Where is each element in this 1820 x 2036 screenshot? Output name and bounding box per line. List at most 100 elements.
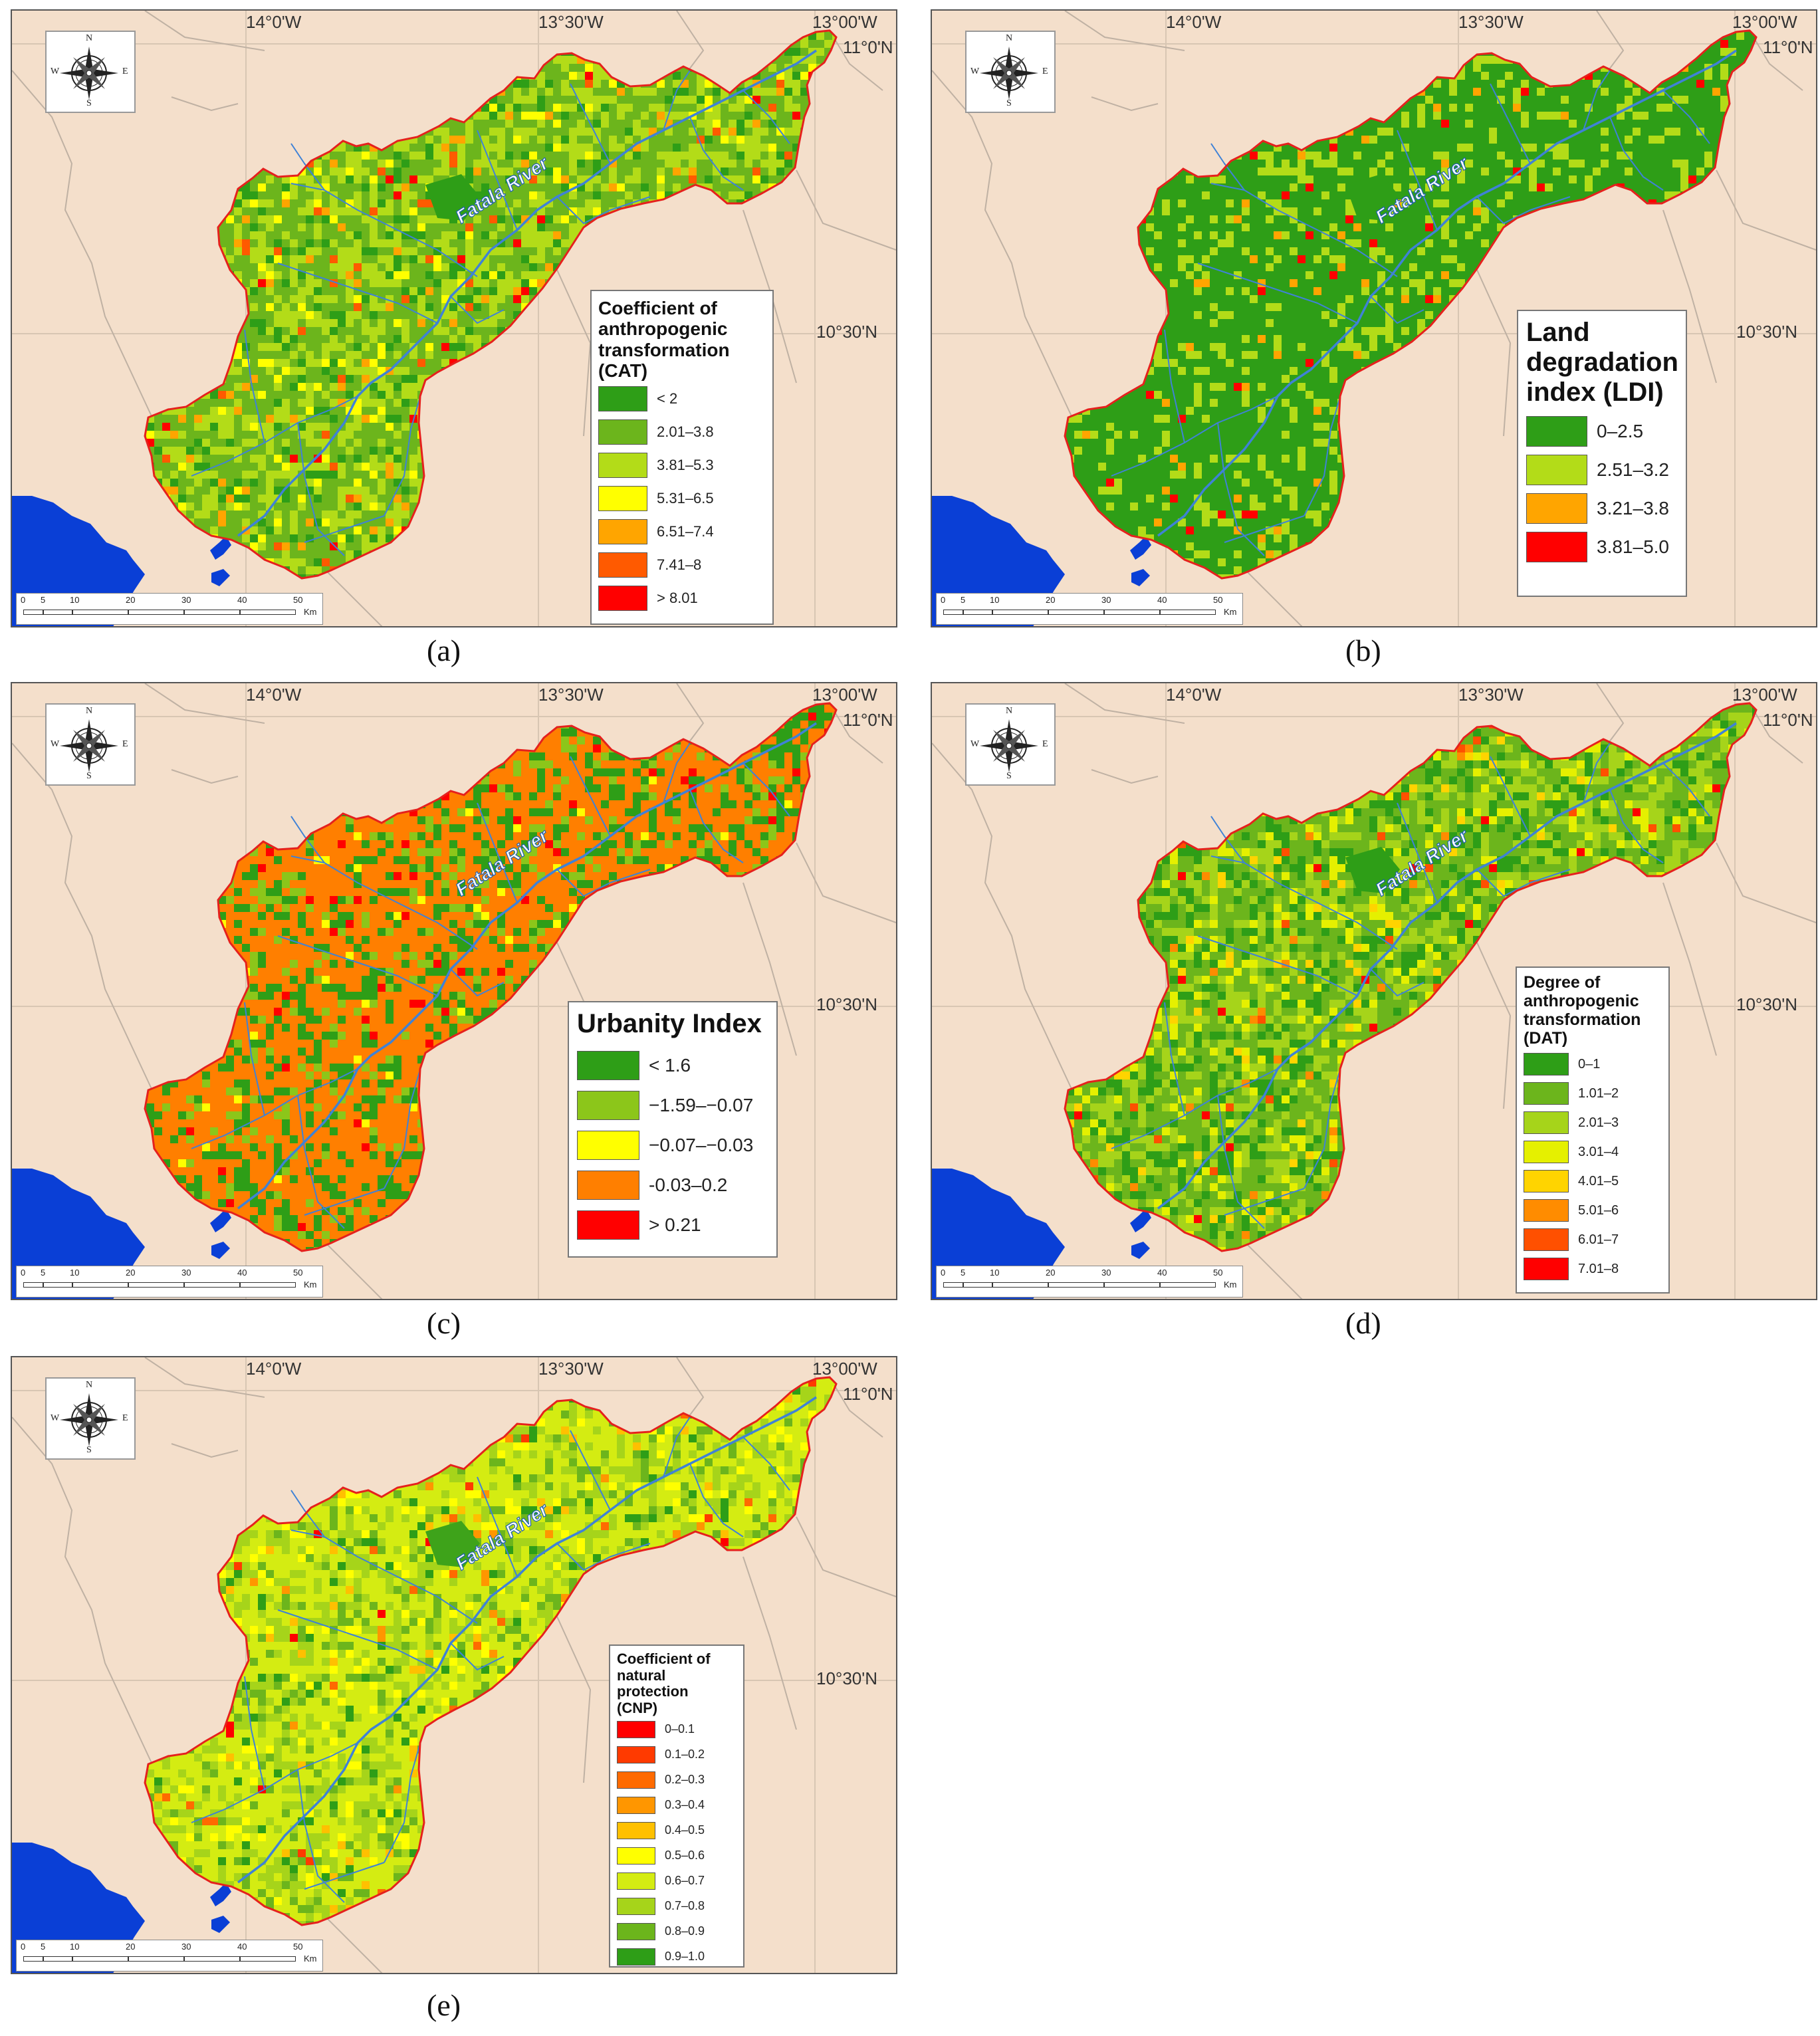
legend-title: Coefficient of natural protection (CNP) — [617, 1650, 737, 1717]
legend-label: −0.07–−0.03 — [649, 1135, 753, 1156]
legend-label: −1.59–−0.07 — [649, 1095, 753, 1116]
scale-tick-label: 0 — [21, 1942, 25, 1952]
legend-swatch — [577, 1050, 639, 1080]
river-line — [1197, 263, 1358, 324]
river-line — [191, 1742, 358, 1823]
river-line — [1210, 855, 1398, 950]
legend-swatch — [1524, 1199, 1569, 1222]
river-line — [1609, 789, 1664, 863]
legend-item: 7.01–8 — [1524, 1258, 1662, 1280]
scale-tick-label: 0 — [21, 1268, 25, 1278]
legend-label: 0.2–0.3 — [665, 1773, 705, 1787]
legend-item: 0–0.1 — [617, 1720, 737, 1738]
legend-label: 7.41–8 — [657, 556, 701, 574]
legend-swatch — [598, 519, 647, 545]
legend-swatch — [577, 1170, 639, 1200]
legend-label: 3.01–4 — [1578, 1145, 1619, 1160]
basin-boundary — [144, 702, 838, 1252]
legend-swatch — [617, 1847, 655, 1865]
legend: Coefficient of natural protection (CNP) … — [609, 1644, 744, 1968]
caption-b: (b) — [1345, 633, 1381, 668]
legend-swatch — [1524, 1053, 1569, 1075]
lat-label-1030n: 10°30'N — [816, 994, 877, 1015]
legend-item: 4.01–5 — [1524, 1170, 1662, 1192]
legend-title: Land degradation index (LDI) — [1526, 318, 1678, 407]
map-panel-ldi: 14°0'W 13°30'W 13°00'W 11°0'N 10°30'N N … — [931, 9, 1817, 627]
river-line — [277, 263, 438, 324]
scale-tick-label: 30 — [181, 595, 191, 605]
lon-label-13w: 13°00'W — [812, 1359, 877, 1379]
lon-label-1330w: 13°30'W — [538, 1359, 604, 1379]
legend-swatch — [617, 1746, 655, 1763]
legend-item: 3.21–3.8 — [1526, 493, 1678, 524]
map-panel-urbanity: 14°0'W 13°30'W 13°00'W 11°0'N 10°30'N N … — [11, 682, 897, 1300]
lon-label-13w: 13°00'W — [812, 685, 877, 705]
river-line — [1662, 90, 1710, 144]
legend-swatch — [1526, 532, 1587, 563]
river-line — [689, 789, 744, 863]
scale-tick-label: 20 — [1046, 595, 1055, 605]
map-panel-cat: 14°0'W 13°30'W 13°00'W 11°0'N 10°30'N N … — [11, 9, 897, 627]
legend-title: Coefficient of anthropogenic transformat… — [598, 298, 766, 381]
scale-tick-label: 0 — [941, 1268, 945, 1278]
caption-a: (a) — [427, 633, 461, 668]
legend-item: 3.81–5.0 — [1526, 532, 1678, 563]
scale-tick-label: 40 — [237, 595, 247, 605]
legend-swatch — [1524, 1170, 1569, 1192]
legend-label: 3.21–3.8 — [1597, 498, 1669, 519]
lon-label-1330w: 13°30'W — [538, 685, 604, 705]
basin-boundary — [1064, 29, 1758, 580]
caption-c: (c) — [427, 1305, 461, 1341]
north-arrow-icon: N S W E — [45, 31, 136, 113]
legend-item: 0.7–0.8 — [617, 1897, 737, 1915]
river-line — [477, 1476, 518, 1577]
river-line — [556, 196, 651, 224]
legend-label: > 8.01 — [657, 590, 698, 607]
legend-swatch — [1524, 1141, 1569, 1163]
river-line — [1304, 1055, 1345, 1189]
legend-label: < 1.6 — [649, 1055, 691, 1076]
legend-item: 3.01–4 — [1524, 1141, 1662, 1163]
river-line — [1609, 116, 1664, 191]
north-arrow-icon: N S W E — [45, 1377, 136, 1460]
legend-label: 0.5–0.6 — [665, 1849, 705, 1863]
lon-label-1330w: 13°30'W — [1458, 685, 1524, 705]
legend: Degree of anthropogenic transformation (… — [1516, 966, 1670, 1294]
legend-item: 0.1–0.2 — [617, 1746, 737, 1763]
scale-bar: 0 5 10 20 30 40 50 Km — [16, 1940, 323, 1972]
river-line — [1397, 802, 1438, 903]
scale-tick-label: 30 — [1101, 595, 1111, 605]
scale-tick-label: 20 — [126, 595, 135, 605]
legend-item: 0.9–1.0 — [617, 1948, 737, 1966]
legend-label: 5.31–6.5 — [657, 490, 714, 507]
river-line — [1157, 722, 1737, 1210]
river-line — [570, 83, 611, 164]
legend-label: < 2 — [657, 390, 677, 407]
river-line — [1662, 762, 1710, 817]
legend-label: 0–1 — [1578, 1057, 1600, 1072]
scale-tick-label: 10 — [70, 1268, 79, 1278]
river-line — [290, 855, 478, 950]
legend-item: 2.51–3.2 — [1526, 455, 1678, 486]
legend-label: 6.51–7.4 — [657, 523, 714, 540]
legend-item: -0.03–0.2 — [577, 1170, 768, 1200]
legend-title: Degree of anthropogenic transformation (… — [1524, 973, 1662, 1048]
scale-unit: Km — [1224, 1280, 1237, 1290]
legend-swatch — [617, 1948, 655, 1966]
river-line — [290, 1490, 325, 1537]
legend-swatch — [1524, 1082, 1569, 1105]
scale-tick-label: 30 — [1101, 1268, 1111, 1278]
lon-label-14w: 14°0'W — [246, 12, 301, 33]
lat-label-11n: 11°0'N — [843, 1384, 893, 1405]
river-line — [237, 49, 817, 537]
legend-label: 0–2.5 — [1597, 421, 1643, 442]
legend-swatch — [617, 1796, 655, 1814]
scale-tick-label: 40 — [1157, 1268, 1167, 1278]
river-line — [742, 762, 790, 817]
map-panel-dat: 14°0'W 13°30'W 13°00'W 11°0'N 10°30'N N … — [931, 682, 1817, 1300]
scale-tick-label: 5 — [41, 1942, 45, 1952]
scale-bar: 0 5 10 20 30 40 50 Km — [936, 593, 1243, 625]
river-line — [570, 1430, 611, 1511]
river-line — [191, 396, 358, 477]
north-arrow-icon: N S W E — [965, 703, 1056, 786]
